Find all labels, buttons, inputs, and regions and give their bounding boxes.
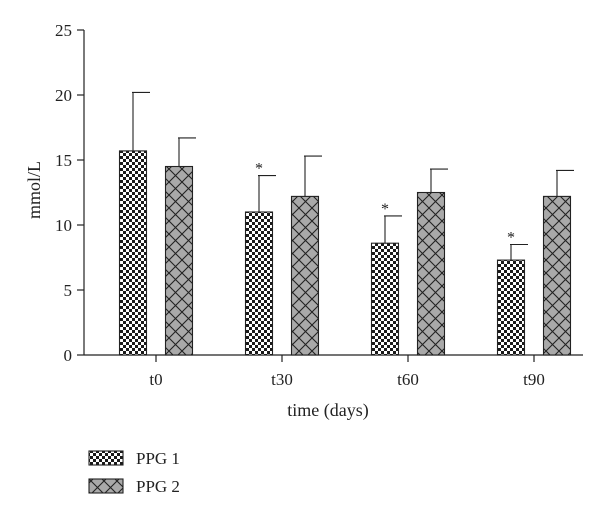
bar-ppg-1-t90 [496,259,526,356]
x-tick-label: t0 [149,370,162,389]
bar-ppg-2-t60 [416,191,446,356]
bar-ppg-2-t90 [542,195,572,356]
bar-ppg-2-t0 [164,165,194,356]
legend-label-ppg-2: PPG 2 [136,477,180,496]
y-axis-title: mmol/L [24,161,44,219]
x-tick-label: t30 [271,370,293,389]
x-tick-label: t90 [523,370,545,389]
plot-area: 0 5 10 15 20 25 t0 t30 * t60 * t90 * [55,21,583,389]
legend-swatch-ppg-1 [88,450,124,466]
significance-marker: * [507,230,515,247]
legend-swatch-ppg-2 [88,478,124,494]
bar-ppg-1-t30 [244,211,274,356]
legend: PPG 1 PPG 2 [88,449,180,496]
y-tick-label: 0 [64,346,73,365]
y-tick-label: 10 [55,216,72,235]
significance-marker: * [255,161,263,178]
x-tick-label: t60 [397,370,419,389]
bar-ppg-2-t30 [290,195,320,356]
bar-ppg-1-t60 [370,242,400,356]
legend-label-ppg-1: PPG 1 [136,449,180,468]
bar-ppg-1-t0 [118,150,148,356]
y-tick-label: 20 [55,86,72,105]
y-tick-label: 5 [64,281,73,300]
y-tick-label: 25 [55,21,72,40]
significance-marker: * [381,201,389,218]
x-axis-title: time (days) [287,400,368,421]
y-tick-label: 15 [55,151,72,170]
